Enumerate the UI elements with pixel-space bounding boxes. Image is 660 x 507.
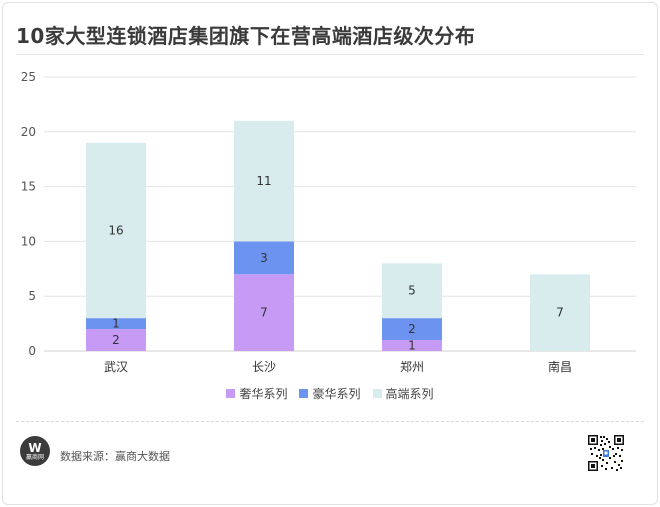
x-tick-label: 长沙 bbox=[252, 360, 276, 374]
bar-segment bbox=[234, 120, 294, 242]
bar-segment bbox=[382, 340, 442, 351]
data-label: 11 bbox=[256, 174, 271, 188]
y-tick-label: 15 bbox=[21, 180, 36, 194]
legend-item: 奢华系列 bbox=[226, 385, 287, 402]
legend-label: 奢华系列 bbox=[239, 387, 288, 401]
y-tick-label: 25 bbox=[21, 70, 36, 84]
legend-label: 高端系列 bbox=[385, 387, 434, 401]
bar-segment bbox=[234, 274, 294, 351]
legend-item: 豪华系列 bbox=[299, 385, 361, 402]
logo-text: 赢商网 bbox=[25, 453, 44, 461]
data-label: 5 bbox=[408, 284, 416, 298]
bar-segment bbox=[382, 263, 442, 319]
y-tick-label: 10 bbox=[21, 234, 36, 248]
footer-divider bbox=[16, 421, 644, 422]
bar-segment bbox=[86, 318, 146, 330]
logo-mark: W bbox=[28, 440, 42, 455]
y-tick-label: 0 bbox=[28, 344, 36, 358]
x-tick-label: 郑州 bbox=[400, 359, 424, 374]
bar-segment bbox=[86, 142, 146, 319]
legend-label: 豪华系列 bbox=[312, 387, 361, 401]
data-label: 1 bbox=[112, 317, 120, 331]
data-source: 数据来源：赢商大数据 bbox=[60, 450, 170, 463]
legend-swatch bbox=[372, 389, 382, 398]
x-tick-label: 武汉 bbox=[104, 360, 128, 374]
brand-logo: W 赢商网 bbox=[20, 436, 50, 466]
x-tick-label: 南昌 bbox=[548, 359, 572, 374]
data-label: 7 bbox=[556, 306, 564, 320]
data-label: 3 bbox=[260, 251, 268, 265]
y-tick-label: 5 bbox=[28, 289, 36, 303]
data-label: 2 bbox=[408, 322, 416, 336]
data-label: 7 bbox=[260, 306, 268, 320]
qr-code-icon bbox=[587, 434, 625, 472]
bar-segment bbox=[530, 274, 590, 351]
title-divider bbox=[16, 54, 644, 55]
data-label: 16 bbox=[108, 223, 123, 237]
data-label: 1 bbox=[408, 339, 416, 353]
y-tick-label: 20 bbox=[21, 125, 36, 139]
legend-swatch bbox=[299, 389, 309, 398]
bar-segment bbox=[86, 329, 146, 351]
bar-segment bbox=[382, 318, 442, 341]
legend-swatch bbox=[226, 389, 236, 398]
chart-title: 10家大型连锁酒店集团旗下在营高端酒店级次分布 bbox=[16, 24, 476, 48]
chart-legend: 奢华系列 豪华系列 高端系列 bbox=[0, 385, 660, 402]
bar-segment bbox=[234, 241, 294, 275]
legend-item: 高端系列 bbox=[372, 385, 434, 402]
data-label: 2 bbox=[112, 333, 120, 347]
